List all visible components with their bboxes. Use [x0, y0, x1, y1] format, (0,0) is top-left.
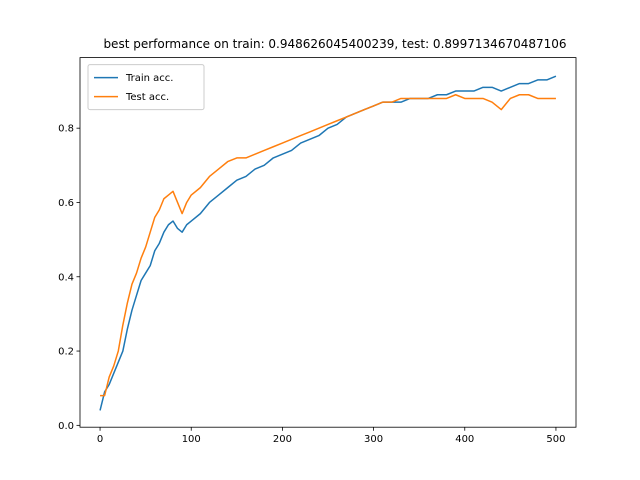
- legend-label: Train acc.: [125, 73, 173, 84]
- y-tick-label: 0.0: [58, 421, 74, 432]
- chart-title: best performance on train: 0.94862604540…: [103, 37, 566, 51]
- x-tick-label: 100: [182, 434, 201, 445]
- x-tick-label: 200: [273, 434, 292, 445]
- y-tick-label: 0.2: [58, 347, 74, 358]
- x-tick-label: 300: [364, 434, 383, 445]
- y-axis: 0.0 0.2 0.4 0.6 0.8: [58, 124, 80, 432]
- x-tick-label: 400: [455, 434, 474, 445]
- series-line-test: [100, 94, 556, 397]
- axes-frame: [79, 57, 577, 428]
- y-tick-label: 0.4: [58, 272, 74, 283]
- plot-lines: [99, 75, 557, 411]
- y-tick-label: 0.6: [58, 198, 74, 209]
- legend-box: [87, 64, 205, 111]
- legend: Train acc. Test acc.: [87, 64, 205, 111]
- legend-label: Test acc.: [125, 92, 169, 103]
- y-tick-label: 0.8: [58, 124, 74, 135]
- x-tick-label: 0: [97, 434, 103, 445]
- x-tick-label: 500: [546, 434, 565, 445]
- series-line-train: [99, 75, 557, 411]
- x-axis: 0 100 200 300 400 500: [97, 427, 565, 445]
